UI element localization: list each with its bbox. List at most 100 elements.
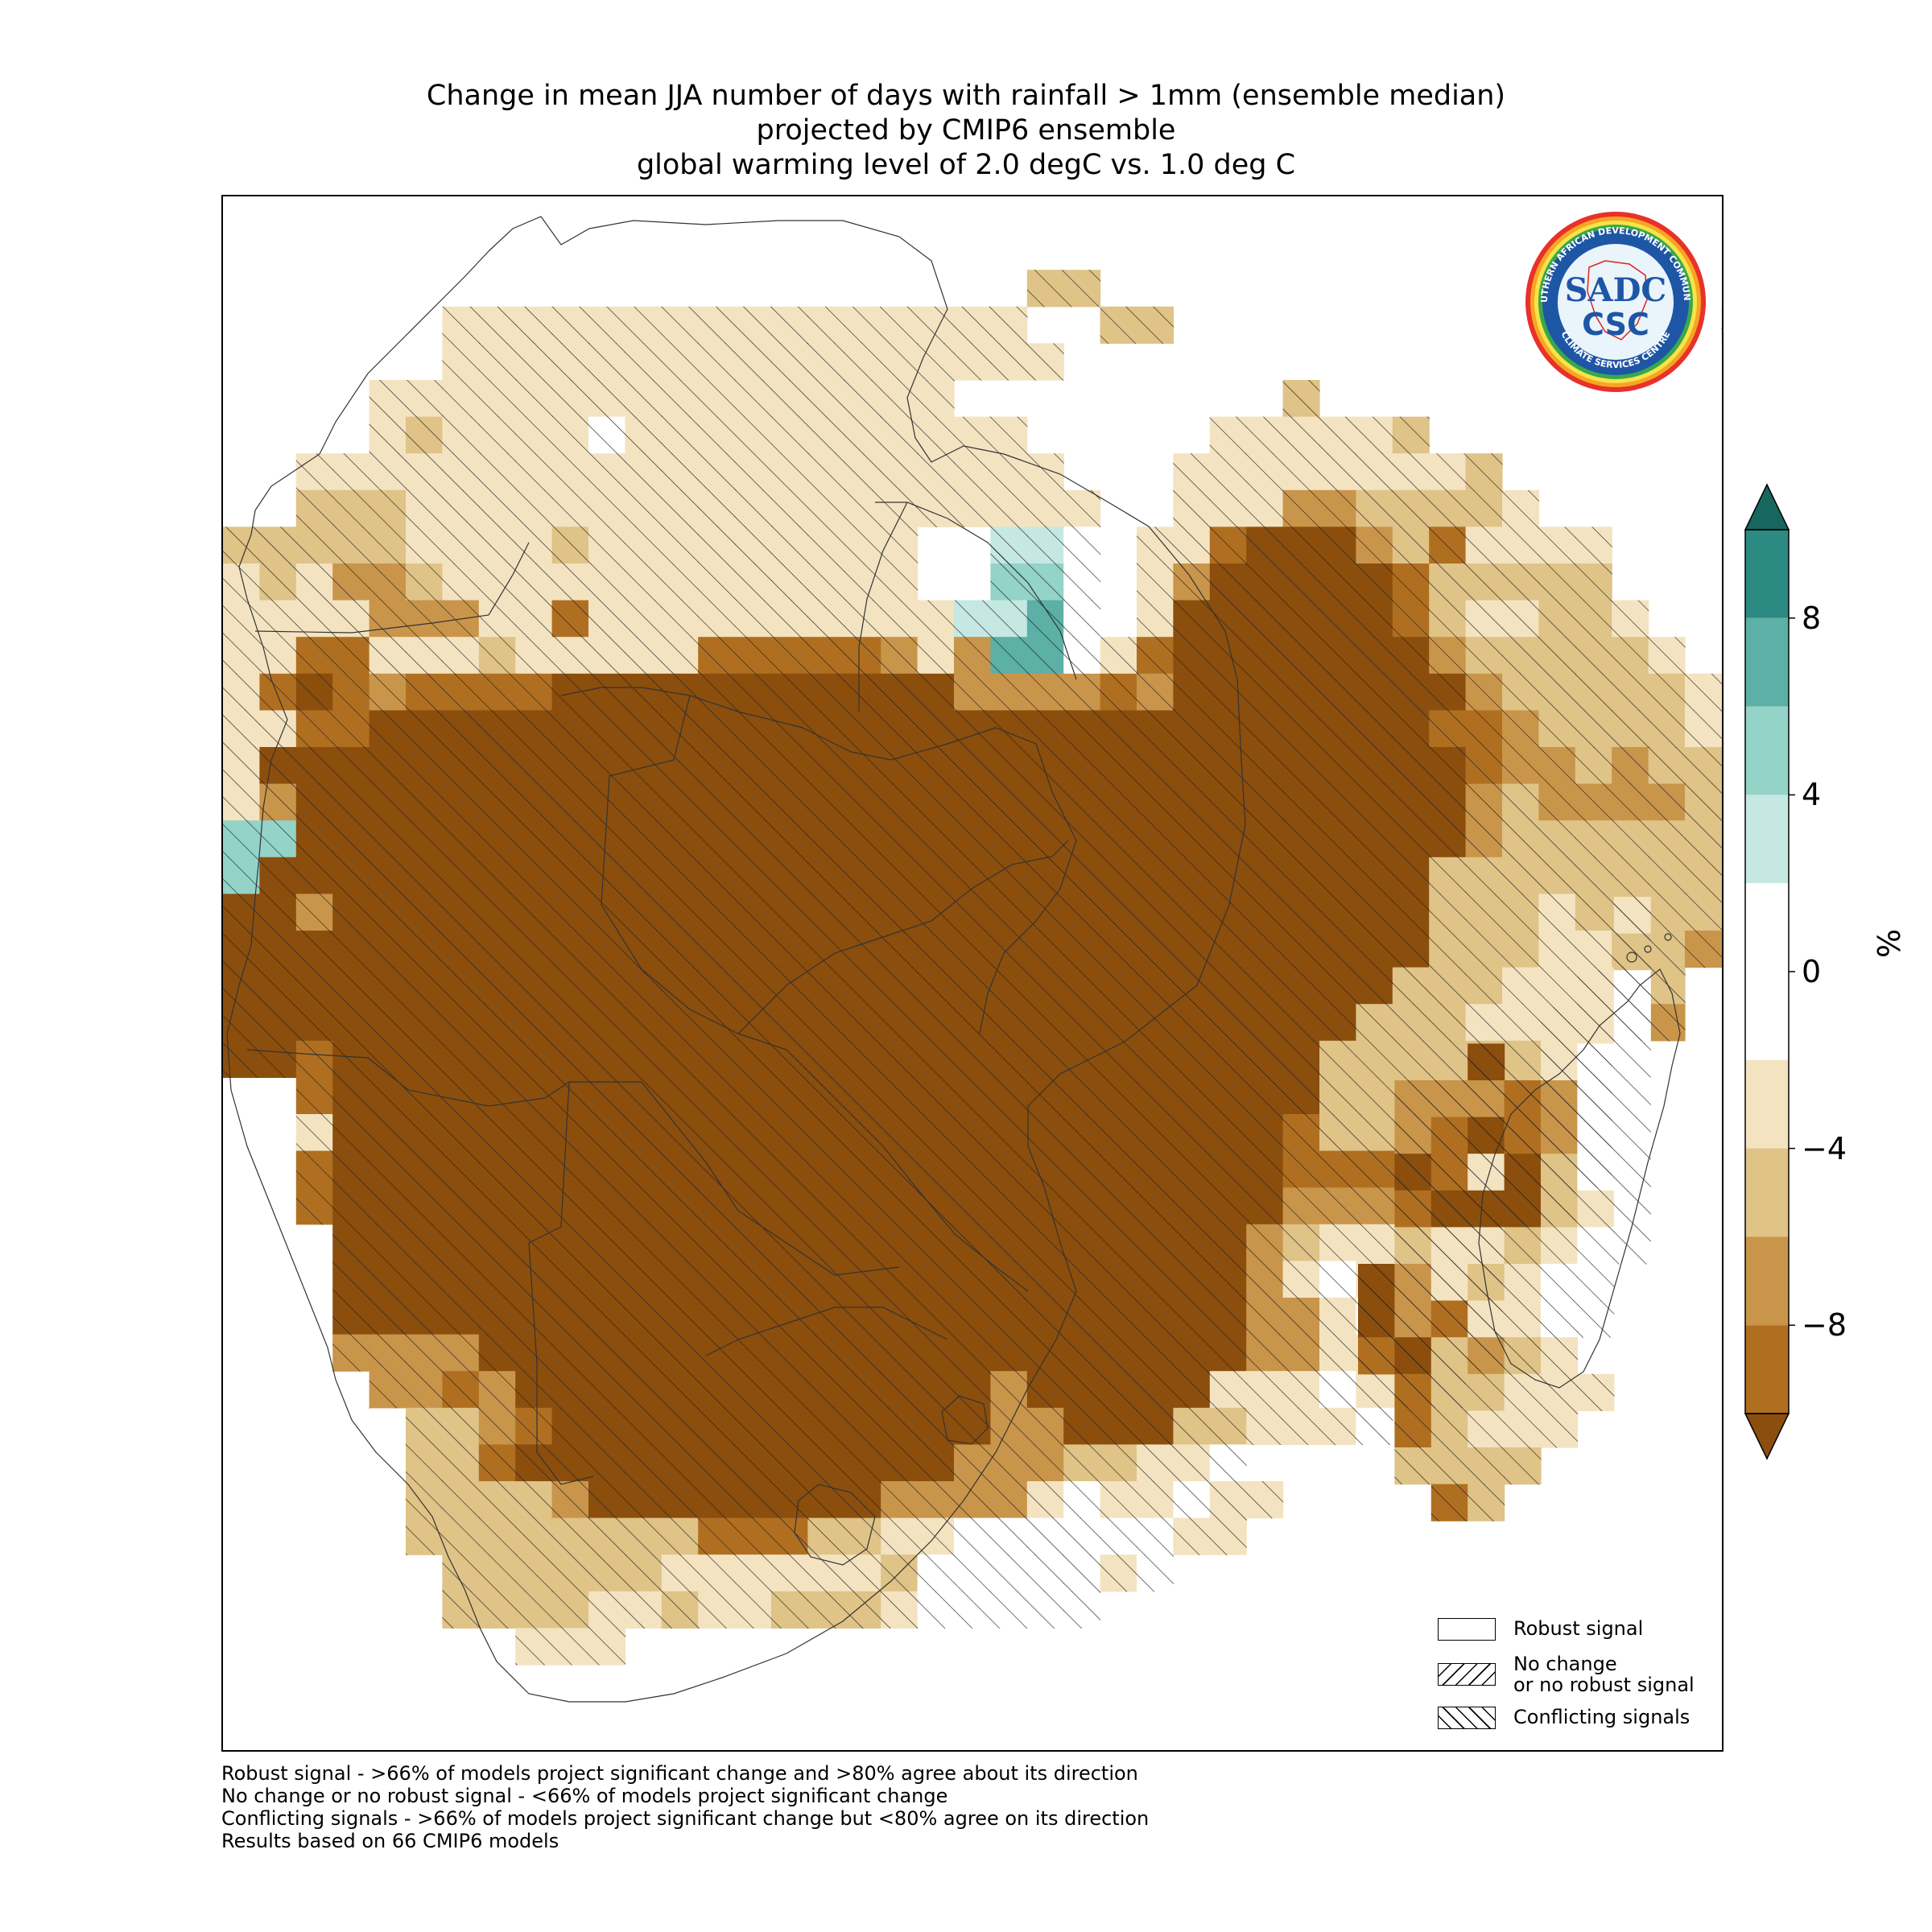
hatch-cell xyxy=(1100,931,1137,968)
hatch-cell xyxy=(1209,1040,1247,1078)
hatch-cell xyxy=(1356,857,1393,894)
hatch-cell xyxy=(442,380,480,418)
hatch-cell xyxy=(771,1004,808,1042)
hatch-cell xyxy=(771,600,808,638)
hatch-cell xyxy=(1468,1484,1505,1521)
hatch-cell xyxy=(1504,1410,1542,1448)
hatch-cell xyxy=(881,1298,919,1335)
hatch-cell xyxy=(1685,673,1722,711)
madagascar-coastline xyxy=(1478,968,1681,1389)
hatch-cell xyxy=(1026,1371,1064,1409)
hatch-cell xyxy=(259,894,297,931)
hatch-cell xyxy=(881,489,919,527)
hatch-cell xyxy=(771,1187,808,1225)
hatch-cell xyxy=(1246,1150,1284,1188)
hatch-cell xyxy=(1246,967,1284,1005)
hatch-cell xyxy=(807,820,845,858)
hatch-cell xyxy=(1282,637,1320,675)
hatch-cell xyxy=(807,673,845,711)
hatch-cell xyxy=(259,564,297,601)
hatch-cell xyxy=(990,931,1028,968)
hatch-cell xyxy=(478,453,516,491)
hatch-cell xyxy=(844,343,881,381)
hatch-cell xyxy=(515,600,553,638)
hatch-cell xyxy=(588,1114,625,1152)
hatch-cell xyxy=(1246,1481,1284,1519)
hatch-cell xyxy=(807,1261,845,1298)
hatch-cell xyxy=(588,343,625,381)
hatch-cell xyxy=(406,820,443,858)
hatch-cell xyxy=(625,1481,663,1519)
hatch-cell xyxy=(515,931,553,968)
hatch-cell xyxy=(1538,857,1576,894)
hatch-cell xyxy=(1356,416,1393,454)
hatch-cell xyxy=(661,453,699,491)
hatch-cell xyxy=(1319,637,1356,675)
hatch-cell xyxy=(515,1224,553,1261)
hatch-cell xyxy=(1173,710,1211,748)
hatch-cell xyxy=(295,489,333,527)
hatch-cell xyxy=(1429,747,1467,785)
hatch-cell xyxy=(1100,820,1137,858)
hatch-cell xyxy=(1173,673,1211,711)
footnote-no-change: No change or no robust signal - <66% of … xyxy=(221,1785,948,1807)
hatch-cell xyxy=(1319,1224,1356,1261)
hatch-cell xyxy=(332,783,370,821)
hatch-cell xyxy=(1319,820,1356,858)
hatch-cell xyxy=(1209,673,1247,711)
hatch-cell xyxy=(1319,416,1356,454)
hatch-cell xyxy=(588,1224,625,1261)
hatch-cell xyxy=(771,1371,808,1409)
hatch-cell xyxy=(1538,710,1576,748)
hatch-cell xyxy=(1282,1224,1320,1261)
hatch-cell xyxy=(990,1334,1028,1372)
hatch-cell xyxy=(625,416,663,454)
hatch-cell xyxy=(1465,637,1503,675)
hatch-cell xyxy=(515,1371,553,1409)
hatch-cell xyxy=(515,1040,553,1078)
hatch-cell xyxy=(807,1150,845,1188)
hatch-cell xyxy=(990,857,1028,894)
hatch-cell xyxy=(1468,1264,1505,1302)
hatch-cell xyxy=(954,1114,991,1152)
hatch-cell xyxy=(771,1077,808,1115)
hatch-cell xyxy=(661,1591,699,1629)
hatch-cell xyxy=(625,453,663,491)
hatch-cell xyxy=(223,673,260,711)
hatch-cell xyxy=(1394,1190,1432,1228)
hatch-cell xyxy=(917,1187,955,1225)
hatch-cell xyxy=(551,489,589,527)
hatch-cell xyxy=(1246,453,1284,491)
hatch-cell xyxy=(844,564,881,601)
hatch-cell xyxy=(734,380,772,418)
hatch-cell xyxy=(332,1187,370,1225)
hatch-cell xyxy=(771,673,808,711)
hatch-cell xyxy=(1721,306,1722,344)
hatch-cell xyxy=(1577,1264,1615,1302)
hatch-cell xyxy=(1541,1117,1578,1154)
hatch-cell xyxy=(917,1114,955,1152)
hatch-cell xyxy=(625,526,663,564)
hatch-cell xyxy=(1209,967,1247,1005)
hatch-cell xyxy=(1465,600,1503,638)
hatch-cell xyxy=(515,453,553,491)
hatch-cell xyxy=(406,673,443,711)
hatch-cell xyxy=(1246,894,1284,931)
hatch-cell xyxy=(698,1224,736,1261)
hatch-cell xyxy=(295,747,333,785)
hatch-cell xyxy=(698,1591,736,1629)
hatch-cell xyxy=(1173,637,1211,675)
hatch-cell xyxy=(1502,564,1539,601)
hatch-cell xyxy=(807,931,845,968)
hatch-cell xyxy=(1282,453,1320,491)
hatch-cell xyxy=(295,1150,333,1188)
hatch-cell xyxy=(734,1334,772,1372)
hatch-cell xyxy=(1429,1004,1467,1042)
hatch-cell xyxy=(917,1444,955,1482)
hatch-cell xyxy=(1246,564,1284,601)
hatch-cell xyxy=(625,1040,663,1078)
hatch-cell xyxy=(1575,673,1612,711)
hatch-cell xyxy=(1429,710,1467,748)
hatch-cell xyxy=(588,1444,625,1482)
hatch-cell xyxy=(990,710,1028,748)
